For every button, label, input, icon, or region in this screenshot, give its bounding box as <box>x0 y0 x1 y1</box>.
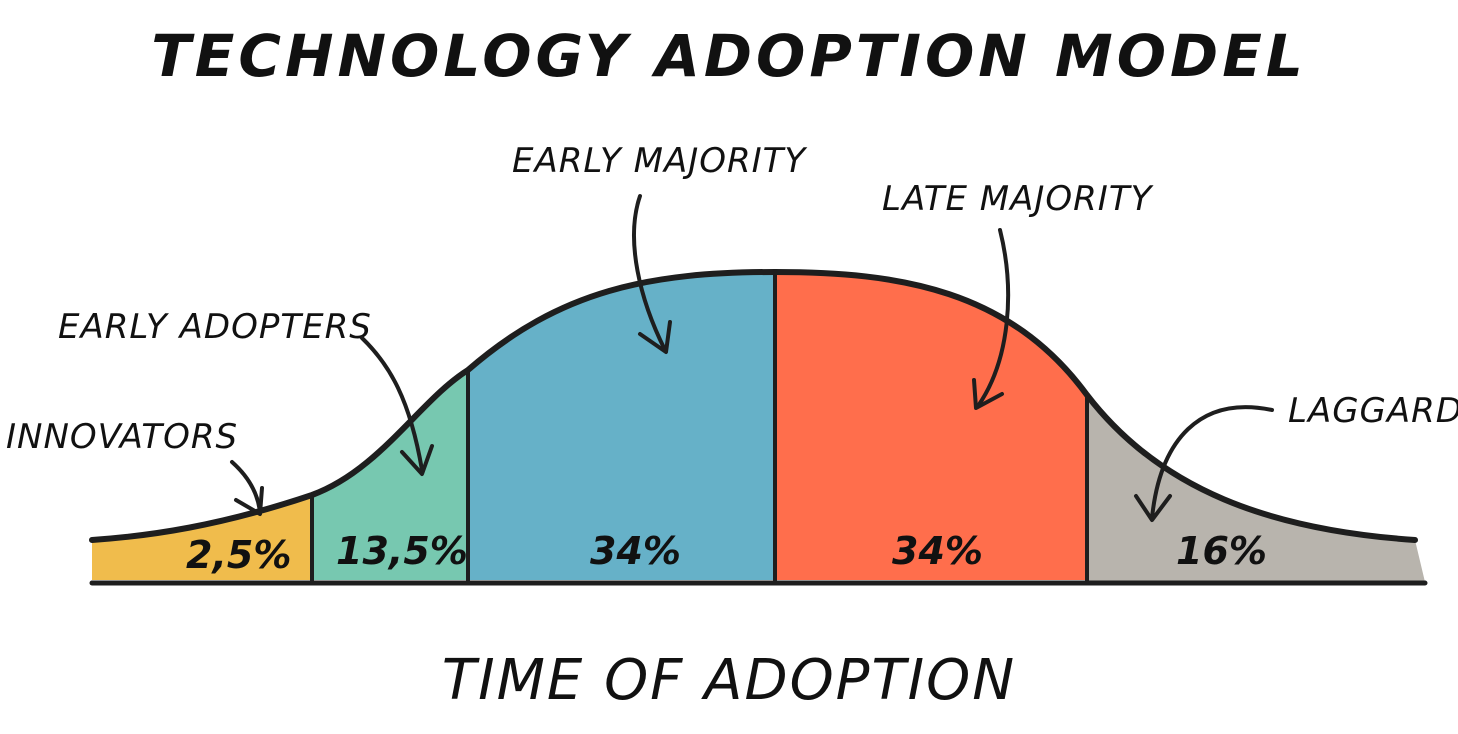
segment-innovators <box>92 495 312 580</box>
label-innovators: INNOVATORS <box>6 417 238 457</box>
arrow-innovators <box>230 460 264 516</box>
label-laggards: LAGGARDS <box>1288 391 1458 431</box>
value-early-adopters: 13,5% <box>336 529 468 573</box>
x-axis-label: TIME OF ADOPTION <box>441 648 1017 713</box>
arrow-late-majority <box>972 228 1011 410</box>
label-late-majority: LATE MAJORITY <box>882 179 1154 219</box>
segment-early-majority <box>468 272 775 580</box>
label-early-adopters: EARLY ADOPTERS <box>58 307 372 347</box>
value-laggards: 16% <box>1176 529 1267 573</box>
label-early-majority: EARLY MAJORITY <box>512 141 807 181</box>
segment-laggards <box>1087 395 1425 582</box>
arrow-laggards <box>1134 405 1274 522</box>
value-early-majority: 34% <box>590 529 681 573</box>
arrow-early-adopters <box>360 336 434 476</box>
bell-curve-outline <box>89 268 1418 543</box>
segment-late-majority <box>775 272 1087 580</box>
arrow-early-majority <box>632 194 672 354</box>
value-innovators: 2,5% <box>186 533 291 577</box>
segment-early-adopters <box>312 370 468 580</box>
value-late-majority: 34% <box>892 529 983 573</box>
diagram-title: TECHNOLOGY ADOPTION MODEL <box>151 22 1307 90</box>
